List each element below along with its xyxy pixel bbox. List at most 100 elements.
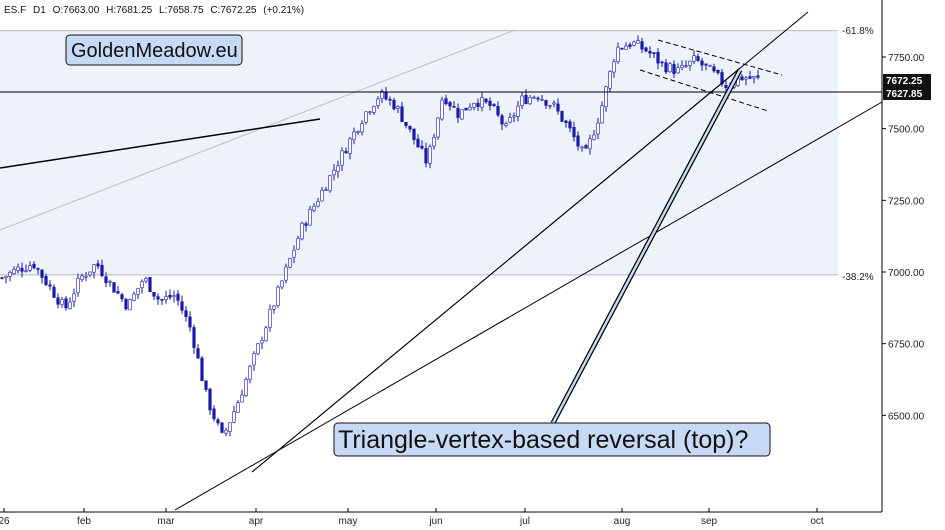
candle-body [516,105,520,117]
candle-body [92,264,96,273]
candle-body [148,277,152,292]
candle-body [64,298,68,309]
candle-body [472,102,476,108]
candle-body [460,109,464,120]
candle-body [648,51,652,54]
candle-body [284,266,288,281]
candle-body [492,104,496,107]
candle-body [340,150,344,166]
candle-body [56,297,60,305]
y-tick-label: 7250.00 [888,196,925,207]
candle-body [228,422,232,432]
candle-body [144,278,148,282]
candle-body [272,305,276,310]
candle-body [464,107,468,111]
candle-body [508,117,512,123]
candle-body [712,66,716,72]
candle-body [504,123,508,126]
fib-diagonal-line [0,29,516,231]
candle-body [624,45,628,50]
y-tick-label: 6750.00 [888,340,925,351]
fib-lower-label: -38.2% [842,272,874,283]
candle-body [444,98,448,105]
candle-body [52,286,56,298]
candle-body [140,281,144,289]
candle-body [28,265,32,271]
candle-body [452,106,456,108]
annotation-box [333,422,771,457]
candle-body [200,357,204,382]
candle-body [476,102,480,107]
candle-body [60,299,64,306]
candle-body [564,120,568,124]
candle-body [24,270,28,272]
candle-body [192,327,196,348]
candle-body [632,41,636,46]
candle-body [208,388,212,411]
candle-body [536,97,540,100]
x-tick-label: jun [428,516,442,527]
candle-body [360,123,364,133]
candle-body [400,106,404,122]
candle-body [692,55,696,62]
candle-body [496,106,500,116]
candle-body [644,47,648,52]
candle-body [36,268,40,270]
candle-body [684,65,688,67]
x-tick-label: sep [701,516,718,527]
candle-body [168,294,172,298]
candle-body [188,316,192,328]
x-tick-label: mar [157,516,175,527]
candle-body [292,249,296,258]
candle-body [676,67,680,74]
candle-body [136,288,140,295]
candle-body [592,134,596,140]
candle-body [132,293,136,301]
x-tick-label: jul [519,516,530,527]
candle-body [152,291,156,297]
candle-body [752,76,756,79]
candle-body [364,111,368,123]
candle-body [84,275,88,278]
candle-body [384,91,388,100]
candle-body [524,94,528,104]
candle-body [552,102,556,105]
channel-lower-dashed [639,69,769,112]
candle-body [176,293,180,301]
candle-body [408,125,412,130]
candle-body [252,353,256,366]
trendline-apr-low [251,67,741,473]
candle-body [588,138,592,150]
candle-body [636,40,640,44]
candle-body [608,71,612,89]
candle-body [376,98,380,106]
candle-body [276,286,280,306]
candle-body [700,60,704,66]
candle-body [196,348,200,359]
header-ohlc: ES.F D1 O:7663.00 H:7681.25 L:7658.75 C:… [4,5,304,16]
candle-body [528,97,532,105]
candle-body [724,84,728,89]
y-tick-label: 7000.00 [888,268,925,279]
candle-body [500,115,504,125]
candle-body [0,277,4,279]
candle-body [212,408,216,420]
candle-body [532,96,536,99]
brand-label: GoldenMeadow.eu [71,40,238,62]
trendline-early [0,118,321,169]
candle-body [264,327,268,342]
candle-body [424,148,428,164]
candle-body [392,99,396,110]
candle-body [428,146,432,164]
candle-body [8,272,12,277]
candle-body [548,105,552,107]
candle-body [348,138,352,154]
candle-body [716,69,720,74]
candle-body [308,209,312,226]
candle-body [224,429,228,434]
candle-body [620,47,624,50]
candle-body [412,128,416,140]
candle-body [124,298,128,310]
candle-body [320,189,324,202]
